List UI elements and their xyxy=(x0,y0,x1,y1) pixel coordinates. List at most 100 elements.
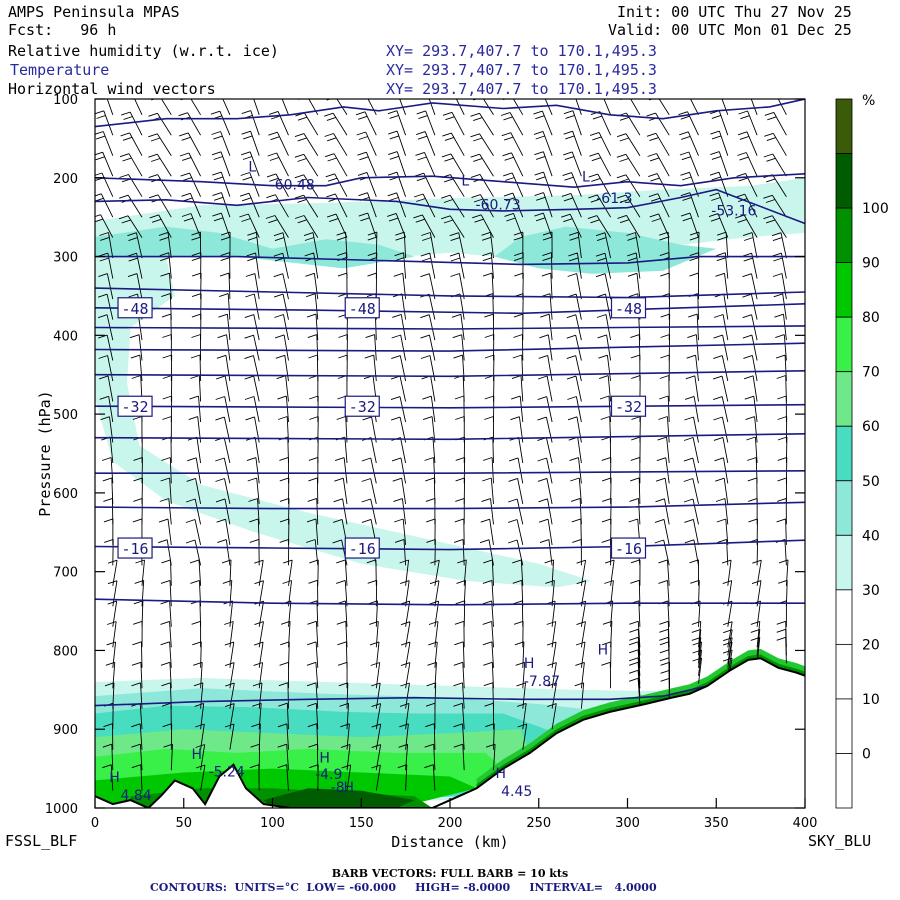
colorbar-label-5: 50 xyxy=(862,474,880,490)
wind-barb-256 xyxy=(306,518,319,545)
wind-barb-144 xyxy=(219,272,231,300)
wind-barb-298 xyxy=(338,682,349,709)
wind-barb-304 xyxy=(355,111,377,136)
wind-barb-62 xyxy=(131,661,143,689)
wind-barb-237 xyxy=(294,133,319,156)
wind-barb-734 xyxy=(742,232,758,259)
wind-barb-484 xyxy=(512,354,524,382)
field-xy-rh: XY= 293.7,407.7 to 170.1,495.3 xyxy=(386,42,657,60)
wind-barb-488 xyxy=(509,436,524,464)
wind-barb-87 xyxy=(160,477,172,504)
wind-barb-7 xyxy=(99,232,114,259)
wind-barb-426 xyxy=(454,518,465,545)
wind-barb-710 xyxy=(713,396,729,423)
wind-barb-36 xyxy=(120,132,143,156)
contour-label-9: H xyxy=(192,747,203,763)
wind-barb-178 xyxy=(244,314,260,341)
wind-barb-693 xyxy=(692,649,703,676)
wind-barb-91 xyxy=(161,559,172,586)
isotherm-12 xyxy=(95,501,805,510)
wind-barb-533 xyxy=(547,703,557,730)
wind-barb-663 xyxy=(680,99,699,116)
wind-barb-176 xyxy=(245,273,260,300)
wind-barb-743 xyxy=(745,416,758,443)
wind-barb-477 xyxy=(504,212,524,238)
wind-barb-552 xyxy=(569,457,582,484)
wind-barb-762 xyxy=(763,215,787,238)
wind-barb-186 xyxy=(247,477,260,504)
wind-barb-702 xyxy=(716,231,729,259)
wind-barb-37 xyxy=(119,153,143,177)
wind-barb-347 xyxy=(392,293,407,320)
colorbar-label-1: 10 xyxy=(862,692,880,708)
barb-legend: BARB VECTORS: FULL BARB = 10 kts xyxy=(331,867,569,880)
wind-barb-498 xyxy=(514,641,525,668)
wind-barb-213 xyxy=(274,334,289,361)
wind-barb-58 xyxy=(134,579,145,607)
wind-barb-765 xyxy=(772,273,787,300)
isotherm-11 xyxy=(95,470,805,474)
wind-barb-35 xyxy=(121,111,143,136)
wind-barb-32 xyxy=(102,743,114,771)
wind-barb-399 xyxy=(427,661,437,689)
wind-barb-599 xyxy=(617,214,641,238)
wind-barb-494 xyxy=(512,559,524,586)
wind-barb-457 xyxy=(482,477,494,504)
wind-barb-34 xyxy=(124,99,143,115)
wind-barb-4 xyxy=(95,172,114,197)
wind-barb-547 xyxy=(566,355,582,382)
wind-barb-344 xyxy=(395,231,407,259)
contour-label-15: H xyxy=(495,766,506,782)
wind-barb-779 xyxy=(778,559,789,586)
wind-barb-664 xyxy=(678,111,699,136)
wind-barb-525 xyxy=(539,539,553,566)
wind-barb-736 xyxy=(742,273,758,300)
wind-barb-100 xyxy=(163,743,173,771)
wind-barb-778 xyxy=(775,538,787,566)
wind-barb-682 xyxy=(683,478,699,504)
wind-barb-254 xyxy=(308,477,319,504)
wind-barb-337 xyxy=(399,99,407,115)
wind-barb-92 xyxy=(160,579,172,607)
wind-barb-10 xyxy=(97,293,114,320)
wind-barb-669 xyxy=(680,212,699,238)
wind-barb-207 xyxy=(265,215,289,238)
wind-barb-166 xyxy=(224,723,235,750)
wind-barb-3 xyxy=(95,151,114,177)
wind-barb-697 xyxy=(710,130,729,156)
isotherm-13 xyxy=(95,539,805,551)
isotherm-15 xyxy=(95,685,708,707)
wind-barb-642 xyxy=(659,375,670,402)
wind-barb-94 xyxy=(160,620,172,648)
wind-barb-118 xyxy=(187,436,202,464)
isotherm-label-2-0: -16 xyxy=(122,540,149,558)
wind-barb-124 xyxy=(189,559,202,586)
wind-barb-89 xyxy=(158,518,172,545)
wind-barb-763 xyxy=(771,232,787,259)
y-axis-title: Pressure (hPa) xyxy=(36,390,54,516)
wind-barb-170 xyxy=(241,151,260,177)
wind-barb-154 xyxy=(215,478,231,504)
wind-barb-666 xyxy=(679,151,699,177)
wind-barb-169 xyxy=(241,130,260,156)
wind-barb-157 xyxy=(217,539,231,566)
wind-barb-767 xyxy=(774,313,787,341)
wind-barb-739 xyxy=(742,334,758,361)
wind-barb-741 xyxy=(743,375,758,402)
wind-barb-475 xyxy=(503,172,524,197)
wind-barb-684 xyxy=(684,518,699,545)
contour-label-3: -60.73 xyxy=(476,197,521,213)
rh-fill-2 xyxy=(95,226,415,269)
wind-barb-735 xyxy=(742,252,758,279)
wind-barb-489 xyxy=(508,457,524,484)
wind-barb-236 xyxy=(295,112,319,136)
wind-barb-459 xyxy=(480,518,494,545)
isotherm-4 xyxy=(95,287,805,299)
wind-barb-38 xyxy=(119,174,143,197)
wind-barb-184 xyxy=(246,436,260,464)
isotherm-label-box-2-0 xyxy=(117,537,153,559)
isotherm-7 xyxy=(95,342,805,352)
wind-barb-601 xyxy=(627,252,641,279)
wind-barb-473 xyxy=(501,132,524,156)
